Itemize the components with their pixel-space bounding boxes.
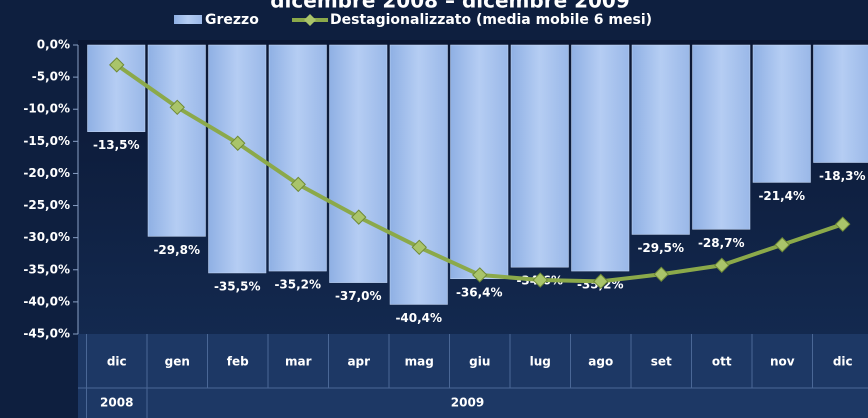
marker	[230, 135, 246, 151]
y-tick-label: -35,0%	[23, 262, 70, 276]
y-tick-label: -5,0%	[32, 70, 70, 84]
y-tick-label: -40,0%	[23, 294, 70, 308]
data-label: -35,2%	[274, 278, 321, 292]
bar	[389, 44, 448, 305]
bar	[268, 44, 327, 272]
data-label: -37,0%	[335, 289, 382, 303]
legend-label: Grezzo	[205, 12, 259, 28]
marker	[411, 239, 427, 256]
chart-title: dicembre 2008 – dicembre 2009	[270, 0, 630, 13]
marker	[835, 216, 851, 232]
x-tick-label: mag	[405, 355, 434, 369]
x-tick-label: feb	[227, 355, 249, 369]
bar	[631, 44, 690, 235]
axis-area	[78, 334, 868, 418]
x-tick-label: ott	[712, 355, 732, 369]
bar	[692, 44, 751, 230]
bar	[208, 44, 267, 274]
marker	[351, 209, 367, 225]
legend-marker	[304, 14, 316, 26]
y-tick-label: -30,0%	[23, 230, 70, 244]
y-tick-label: -45,0%	[23, 327, 70, 341]
x-tick-label: giu	[469, 355, 490, 369]
legend-label: Destagionalizzato (media mobile 6 mesi)	[330, 12, 652, 28]
bar	[571, 44, 630, 272]
x-tick-label: gen	[165, 355, 190, 369]
y-tick-label: -15,0%	[23, 134, 70, 148]
marker	[653, 266, 669, 282]
bar	[450, 44, 509, 280]
marker	[290, 176, 306, 193]
marker	[532, 272, 548, 288]
data-label: -28,7%	[698, 236, 745, 250]
data-label: -13,5%	[93, 138, 140, 152]
marker	[593, 273, 609, 290]
marker	[472, 267, 488, 283]
data-label: -21,4%	[758, 189, 805, 203]
bar	[147, 44, 206, 237]
data-label: -18,3%	[819, 169, 866, 183]
x-tick-label: ago	[588, 355, 613, 369]
x-tick-label: set	[651, 355, 672, 369]
data-label: -29,8%	[153, 243, 200, 257]
y-tick-label: -25,0%	[23, 198, 70, 212]
x-tick-label: apr	[347, 355, 370, 369]
x-tick-label: nov	[770, 355, 795, 369]
bar	[510, 44, 569, 268]
legend-swatch	[174, 15, 202, 24]
year-label: 2008	[100, 396, 133, 410]
bar	[752, 44, 811, 183]
marker	[774, 237, 790, 253]
data-label: -40,4%	[395, 311, 442, 325]
data-label: -35,5%	[214, 279, 261, 293]
marker	[169, 99, 185, 116]
bar	[329, 44, 388, 283]
y-tick-label: -10,0%	[23, 102, 70, 116]
y-tick-label: -20,0%	[23, 166, 70, 180]
legend: Grezzo Destagionalizzato (media mobile 6 …	[174, 12, 652, 28]
bar	[813, 44, 868, 163]
year-label: 2009	[451, 396, 484, 410]
x-tick-label: dic	[107, 355, 127, 369]
x-tick-label: dic	[833, 355, 853, 369]
marker	[109, 57, 125, 73]
data-label: -29,5%	[637, 241, 684, 255]
y-tick-label: 0,0%	[37, 38, 70, 52]
marker	[714, 257, 730, 273]
x-tick-label: mar	[285, 355, 312, 369]
data-label: -36,4%	[456, 285, 503, 299]
x-tick-label: lug	[530, 355, 551, 369]
